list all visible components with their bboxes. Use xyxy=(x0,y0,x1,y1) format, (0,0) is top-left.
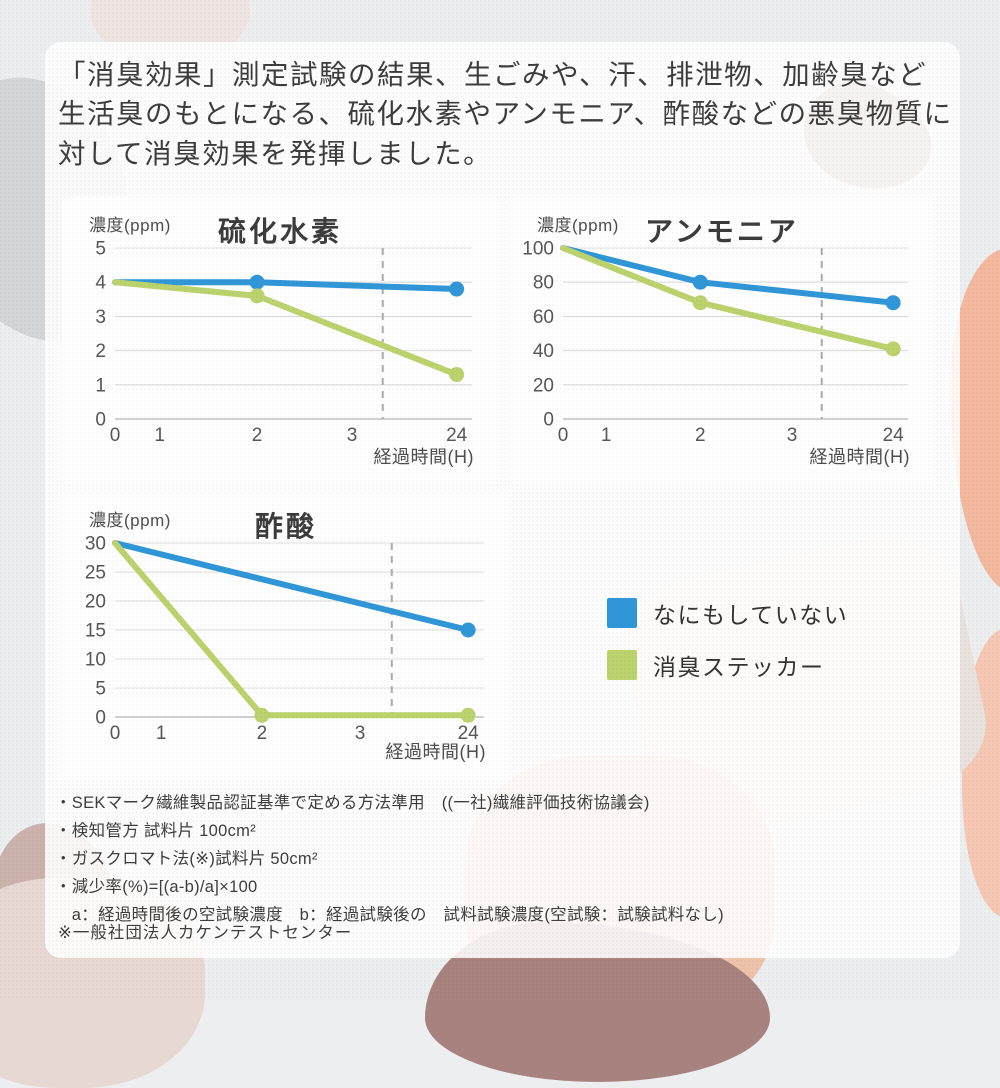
svg-text:2: 2 xyxy=(95,341,106,362)
svg-text:1: 1 xyxy=(95,375,106,396)
svg-text:100: 100 xyxy=(522,239,554,260)
svg-text:0: 0 xyxy=(95,410,106,431)
legend-label-untreated: なにもしていない xyxy=(653,602,849,628)
chart-title-ammonia: アンモニア xyxy=(645,216,799,247)
note-line: ・検知管方 試料片 100cm² xyxy=(55,822,256,840)
x-axis-label: 経過時間(H) xyxy=(385,742,486,762)
svg-text:24: 24 xyxy=(458,723,480,744)
methodology-notes: ・SEKマーク繊維製品認証基準で定める方法準用 ((一社)繊維評価技術協議会) … xyxy=(55,789,950,929)
svg-text:60: 60 xyxy=(533,307,554,328)
svg-text:24: 24 xyxy=(446,425,468,446)
x-axis-label: 経過時間(H) xyxy=(373,447,474,467)
svg-text:4: 4 xyxy=(95,273,106,294)
svg-text:30: 30 xyxy=(85,534,106,555)
svg-text:3: 3 xyxy=(787,425,798,446)
svg-text:5: 5 xyxy=(95,679,106,700)
page-title: 「消臭効果」測定試験の結果、生ごみや、汗、排泄物、加齢臭など生活臭のもとになる、… xyxy=(58,59,953,169)
svg-text:5: 5 xyxy=(95,239,106,260)
svg-text:0: 0 xyxy=(110,723,121,744)
svg-text:3: 3 xyxy=(95,307,106,328)
legend-swatch-sticker xyxy=(607,650,637,680)
chart-canvas-ammonia: 100 80 60 40 20 00 1 2 3 24 xyxy=(522,239,908,446)
svg-text:0: 0 xyxy=(543,410,554,431)
svg-text:0: 0 xyxy=(110,425,121,446)
svg-text:3: 3 xyxy=(347,425,358,446)
svg-text:2: 2 xyxy=(257,723,268,744)
legend-item-untreated: なにもしていない xyxy=(607,598,848,628)
y-axis-label: 濃度(ppm) xyxy=(537,216,619,235)
footnote: ※一般社団法人カケンテストセンター xyxy=(58,924,353,942)
svg-text:10: 10 xyxy=(85,650,106,671)
chart-card-acetic-acid: 濃度(ppm) 酢酸 30 25 20 15 10 5 0 0 1 2 3 24 経過時間(H) xyxy=(62,492,510,782)
chart-title-acetic-acid: 酢酸 xyxy=(254,511,317,542)
legend-label-sticker: 消臭ステッカー xyxy=(653,654,825,680)
note-line: a：経過時間後の空試験濃度 b：経過試験後の 試料試験濃度(空試験：試験試料なし… xyxy=(55,906,724,924)
x-axis-label: 経過時間(H) xyxy=(809,447,910,467)
content-panel: 「消臭効果」測定試験の結果、生ごみや、汗、排泄物、加齢臭など生活臭のもとになる、… xyxy=(45,42,960,958)
svg-text:20: 20 xyxy=(85,592,106,613)
svg-text:20: 20 xyxy=(533,375,554,396)
svg-text:80: 80 xyxy=(533,273,554,294)
y-axis-label: 濃度(ppm) xyxy=(89,216,171,235)
svg-text:15: 15 xyxy=(85,621,106,642)
note-line: ・減少率(%)=[(a-b)/a]×100 xyxy=(55,878,258,896)
chart-canvas-acetic-acid: 30 25 20 15 10 5 00 1 2 3 24 xyxy=(85,534,484,744)
legend-item-sticker: 消臭ステッカー xyxy=(607,650,848,680)
svg-text:1: 1 xyxy=(156,723,167,744)
chart-title-hydrogen-sulfide: 硫化水素 xyxy=(217,216,342,247)
y-axis-label: 濃度(ppm) xyxy=(89,511,171,530)
svg-text:0: 0 xyxy=(95,708,106,729)
chart-legend: なにもしていない 消臭ステッカー xyxy=(607,598,848,702)
chart-card-hydrogen-sulfide: 濃度(ppm) 硫化水素 5 4 3 2 1 0 0 1 2 3 24 経過時間(H) xyxy=(62,197,498,484)
svg-text:40: 40 xyxy=(533,341,554,362)
svg-text:24: 24 xyxy=(883,425,905,446)
svg-text:0: 0 xyxy=(558,425,569,446)
svg-text:2: 2 xyxy=(695,425,706,446)
legend-swatch-untreated xyxy=(607,598,637,628)
svg-text:3: 3 xyxy=(355,723,366,744)
note-line: ・ガスクロマト法(※)試料片 50cm² xyxy=(55,850,318,868)
svg-text:2: 2 xyxy=(252,425,263,446)
svg-text:1: 1 xyxy=(154,425,165,446)
svg-text:25: 25 xyxy=(85,563,106,584)
note-line: ・SEKマーク繊維製品認証基準で定める方法準用 ((一社)繊維評価技術協議会) xyxy=(55,794,650,812)
svg-text:1: 1 xyxy=(601,425,612,446)
chart-card-ammonia: 濃度(ppm) アンモニア 100 80 60 40 20 0 0 1 2 3 24 経過時間(H) xyxy=(510,197,934,484)
chart-canvas-hydrogen-sulfide: 5 4 3 2 1 00 1 2 3 24 xyxy=(95,239,472,446)
